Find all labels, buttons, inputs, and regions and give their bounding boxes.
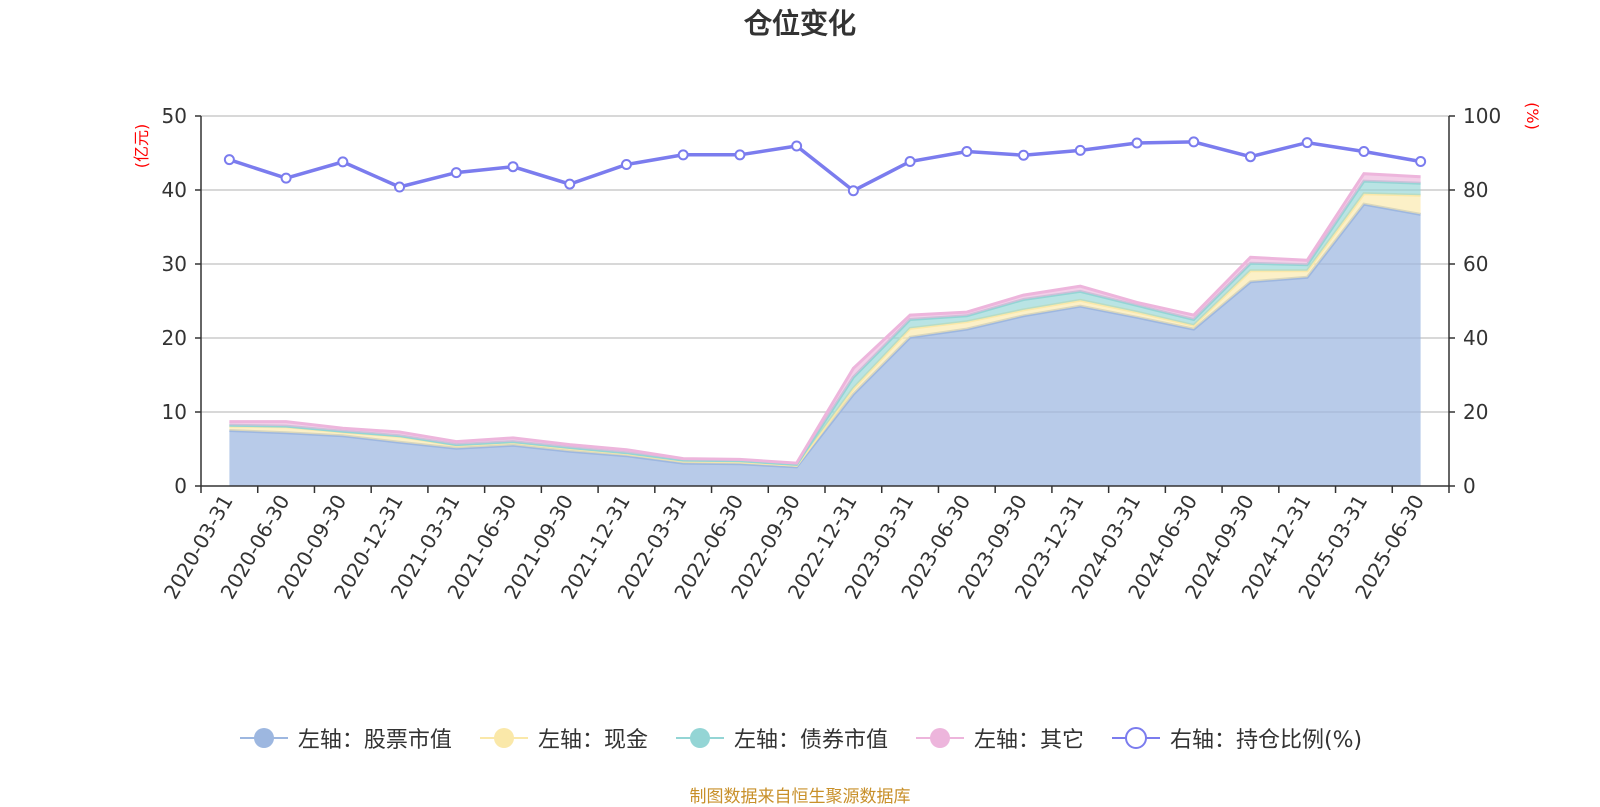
ratio-point [564, 178, 576, 190]
legend-line-marker-icon [1111, 727, 1160, 749]
ratio-point [394, 181, 406, 193]
right-axis-tick-label: 0 [1463, 474, 1476, 498]
legend-circle-marker-icon [915, 728, 964, 748]
legend-label: 右轴：持仓比例(%) [1169, 728, 1363, 753]
ratio-point [223, 154, 235, 166]
ratio-point [1074, 144, 1086, 156]
ratio-point [1415, 156, 1427, 168]
right-axis-tick-label: 40 [1463, 326, 1488, 350]
ratio-line [228, 140, 1421, 193]
ratio-point [280, 172, 292, 184]
left-axis-tick-label: 0 [174, 474, 187, 498]
ratio-point [677, 149, 689, 161]
legend-item[interactable]: 左轴：股票市值 [238, 722, 452, 754]
legend-item[interactable]: 左轴：债券市值 [674, 722, 888, 754]
right-axis-tick-label: 100 [1463, 104, 1501, 128]
ratio-point [337, 156, 349, 168]
ratio-point [1358, 146, 1370, 158]
legend: 左轴：股票市值 左轴：现金 左轴：债券市值 左轴：其它 右轴：持仓比例(%) [0, 722, 1600, 754]
ratio-point [450, 167, 462, 179]
ratio-point [904, 156, 916, 168]
right-axis-tick-label: 80 [1463, 178, 1488, 202]
area-series-1 [229, 204, 1421, 486]
legend-label: 左轴：债券市值 [733, 728, 888, 753]
legend-circle-marker-icon [479, 728, 528, 748]
legend-label: 左轴：其它 [973, 728, 1084, 753]
ratio-point [791, 140, 803, 152]
left-axis-tick-label: 50 [162, 104, 187, 128]
chart-title: 仓位变化 [743, 7, 856, 40]
ratio-line-series [223, 136, 1427, 197]
left-axis-tick-label: 20 [162, 326, 187, 350]
ratio-point [1301, 137, 1313, 149]
left-axis-unit: (亿元) [132, 124, 151, 169]
left-axis-tick-label: 10 [162, 400, 187, 424]
ratio-point [620, 158, 632, 170]
ratio-point [507, 161, 519, 173]
legend-item[interactable]: 右轴：持仓比例(%) [1110, 722, 1362, 754]
ratio-point [734, 149, 746, 161]
legend-circle-marker-icon [675, 728, 724, 748]
legend-item[interactable]: 左轴：其它 [914, 722, 1084, 754]
right-axis-tick-label: 60 [1463, 252, 1488, 276]
ratio-point [1131, 137, 1143, 149]
ratio-point [847, 185, 859, 197]
legend-label: 左轴：股票市值 [297, 728, 452, 753]
legend-circle-marker-icon [239, 728, 288, 748]
ratio-point [1244, 151, 1256, 163]
legend-item[interactable]: 左轴：现金 [478, 722, 648, 754]
ratio-point [1018, 149, 1030, 161]
ratio-point [1188, 136, 1200, 148]
left-axis-tick-label: 30 [162, 252, 187, 276]
area-series [229, 172, 1421, 486]
data-source-note: 制图数据来自恒生聚源数据库 [689, 787, 911, 807]
legend-label: 左轴：现金 [537, 728, 648, 753]
area-series-4-edge [229, 172, 1421, 465]
left-axis-tick-label: 40 [162, 178, 187, 202]
right-axis-unit: (%) [1523, 102, 1542, 130]
ratio-point [961, 146, 973, 158]
right-axis-tick-label: 20 [1463, 400, 1488, 424]
